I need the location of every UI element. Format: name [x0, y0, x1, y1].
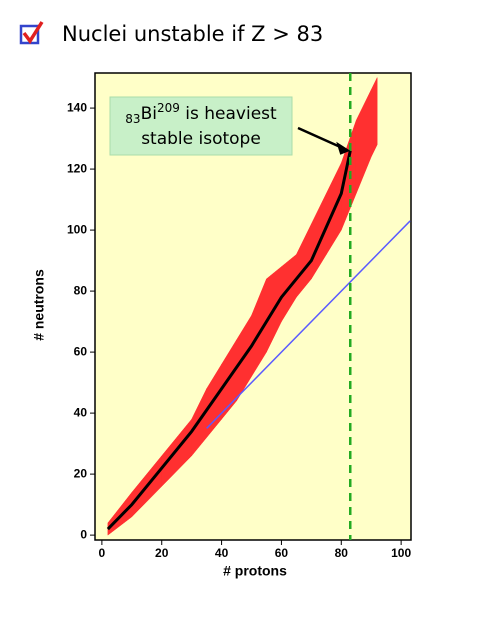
y-axis-label: # neutrons [31, 269, 47, 341]
annotation-element: Bi [141, 104, 157, 124]
x-tick-label: 0 [99, 546, 106, 560]
annotation-arrow [297, 126, 345, 150]
annotation-sub: 83 [125, 112, 140, 126]
y-tick-label: 80 [74, 283, 88, 297]
y-tick-label: 120 [67, 161, 87, 175]
y-tick-label: 60 [74, 344, 88, 358]
arrow-head [336, 141, 351, 155]
y-tick-label: 20 [74, 466, 88, 480]
slide-title: Nuclei unstable if Z > 83 [62, 22, 323, 46]
x-axis-label: # protons [223, 563, 287, 579]
x-tick-label: 100 [391, 546, 411, 560]
annotation-box [109, 96, 293, 156]
x-tick-label: 40 [215, 546, 229, 560]
x-tick-label: 60 [275, 546, 289, 560]
annotation-line2: stable isotope [141, 129, 261, 149]
annotation-rest: is heaviest [180, 104, 277, 124]
x-tick-label: 20 [155, 546, 169, 560]
annotation-sup: 209 [157, 101, 180, 115]
line [106, 150, 352, 531]
checkbox-icon [19, 21, 44, 45]
y-tick-label: 100 [67, 222, 87, 236]
x-tick-label: 80 [335, 546, 349, 560]
y-tick-label: 0 [80, 527, 87, 541]
annotation-line1: 83Bi209 is heaviest [125, 101, 277, 126]
unstable-band [370, 77, 378, 157]
line [206, 220, 411, 429]
y-tick-label: 40 [74, 405, 88, 419]
y-tick-label: 140 [67, 100, 87, 114]
